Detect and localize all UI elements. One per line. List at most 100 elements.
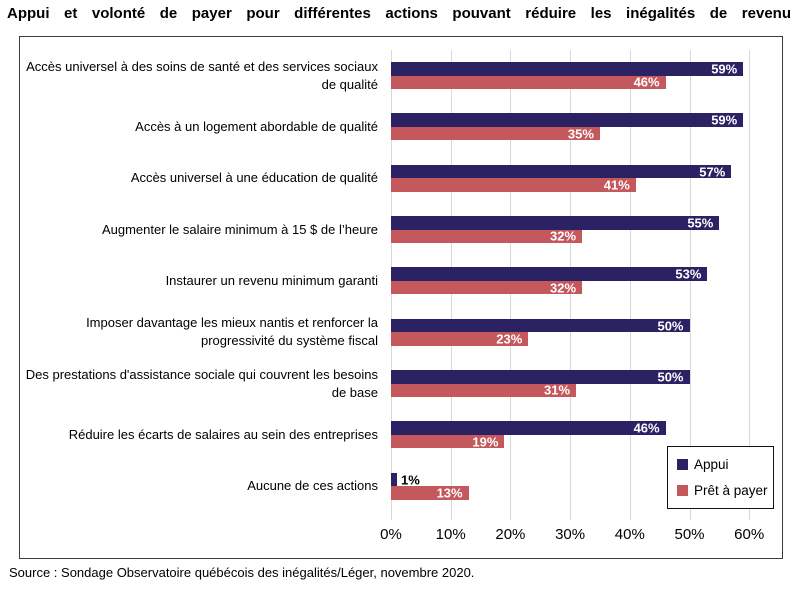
category-bars: 57% 41% — [391, 164, 782, 193]
bar-appui — [391, 216, 720, 230]
bar-pret-a-payer — [391, 332, 529, 346]
bar-track: 59% — [391, 112, 782, 128]
bar-pret-a-payer — [391, 383, 577, 398]
bar-value-label: 57% — [699, 164, 726, 180]
x-tick-label: 30% — [555, 526, 586, 543]
chart-row: Imposer davantage les mieux nantis et re… — [20, 307, 782, 358]
chart-title: Appui et volonté de payer pour différent… — [7, 5, 791, 22]
bar-pret-a-payer — [391, 486, 469, 500]
category-label: Accès universel à des soins de santé et … — [26, 58, 378, 92]
chart-row: Augmenter le salaire minimum à 15 $ de l… — [20, 204, 782, 255]
category-label: Instaurer un revenu minimum garanti — [165, 273, 378, 288]
legend-item-pret-a-payer: Prêt à payer — [677, 483, 773, 498]
bar-value-label: 31% — [544, 382, 571, 398]
category-bars: 59% 35% — [391, 112, 782, 142]
bar-value-label: 50% — [657, 369, 684, 385]
chart-row: Instaurer un revenu minimum garanti 53% 32… — [20, 255, 782, 306]
bar-track: 41% — [391, 177, 782, 193]
bar-track: 59% — [391, 61, 782, 77]
chart-row: Aucune de ces actions 1% 13% — [20, 461, 782, 512]
category-bars: 55% 32% — [391, 215, 782, 244]
x-tick-label: 60% — [734, 526, 765, 543]
bar-appui — [391, 62, 744, 76]
bar-track: 46% — [391, 74, 782, 90]
source-note: Source : Sondage Observatoire québécois … — [9, 565, 475, 580]
x-tick-label: 10% — [435, 526, 466, 543]
bar-value-label: 13% — [436, 485, 463, 501]
category-label: Des prestations d'assistance sociale qui… — [25, 366, 378, 400]
bar-value-label: 46% — [633, 74, 660, 90]
bar-appui — [391, 421, 666, 435]
bar-track: 32% — [391, 280, 782, 296]
bar-track: 57% — [391, 164, 782, 180]
chart-row: Accès universel à une éducation de quali… — [20, 153, 782, 204]
bar-appui — [391, 113, 744, 127]
bar-track: 50% — [391, 369, 782, 385]
bar-track: 32% — [391, 228, 782, 244]
bar-track: 55% — [391, 215, 782, 231]
bar-value-label: 55% — [687, 215, 714, 231]
bar-value-label: 59% — [711, 112, 738, 128]
bar-track: 23% — [391, 331, 782, 347]
bar-pret-a-payer — [391, 434, 505, 449]
chart-row: Réduire les écarts de salaires au sein d… — [20, 409, 782, 460]
category-label: Accès à un logement abordable de qualité — [135, 119, 378, 135]
bar-appui — [391, 370, 690, 384]
category-bars: 1% 13% — [391, 472, 782, 501]
legend: Appui Prêt à payer — [667, 446, 774, 509]
category-bars: 46% 19% — [391, 420, 782, 450]
category-label: Augmenter le salaire minimum à 15 $ de l… — [101, 221, 378, 237]
legend-item-appui: Appui — [677, 457, 773, 472]
bar-value-label: 1% — [400, 472, 420, 488]
bar-pret-a-payer — [391, 126, 600, 141]
chart-plot-area: Accès universel à des soins de santé et … — [19, 36, 783, 559]
bar-value-label: 50% — [657, 318, 684, 334]
category-bars: 59% 46% — [391, 61, 782, 90]
x-axis-labels: 0% 10% 20% 30% 40% 50% 60% — [380, 526, 782, 546]
category-bars: 50% 23% — [391, 318, 782, 347]
x-tick-label: 40% — [614, 526, 645, 543]
legend-label-appui: Appui — [694, 457, 729, 472]
bar-appui — [391, 267, 708, 281]
bar-track: 1% — [391, 472, 782, 488]
bar-track: 46% — [391, 420, 782, 436]
chart-row: Des prestations d'assistance sociale qui… — [20, 358, 782, 409]
bar-pret-a-payer — [391, 178, 636, 192]
gridline — [749, 50, 751, 520]
bar-value-label: 59% — [711, 61, 738, 77]
gridline — [689, 50, 691, 520]
bar-value-label: 32% — [550, 280, 577, 296]
bar-track: 35% — [391, 126, 782, 142]
bar-value-label: 53% — [675, 266, 702, 282]
legend-swatch-pret-a-payer-icon — [677, 485, 688, 496]
gridline — [629, 50, 631, 520]
bar-value-label: 19% — [472, 434, 499, 450]
x-tick-label: 50% — [674, 526, 705, 543]
bar-track: 50% — [391, 318, 782, 334]
bar-track: 53% — [391, 266, 782, 282]
category-label: Imposer davantage les mieux nantis et re… — [86, 315, 378, 349]
bar-value-label: 46% — [633, 420, 660, 436]
category-bars: 50% 31% — [391, 369, 782, 398]
bar-value-label: 23% — [496, 331, 523, 347]
bar-track: 31% — [391, 382, 782, 398]
bar-value-label: 41% — [603, 177, 630, 193]
category-label: Accès universel à une éducation de quali… — [130, 170, 378, 186]
bar-value-label: 35% — [567, 126, 594, 142]
legend-swatch-appui-icon — [677, 459, 688, 470]
x-tick-label: 20% — [495, 526, 526, 543]
bar-pret-a-payer — [391, 75, 666, 90]
bar-value-label: 32% — [550, 228, 577, 244]
legend-label-pret-a-payer: Prêt à payer — [694, 483, 768, 498]
bar-appui — [391, 318, 690, 333]
bar-appui — [391, 472, 397, 487]
chart-row: Accès universel à des soins de santé et … — [20, 50, 782, 101]
category-label: Aucune de ces actions — [247, 478, 378, 494]
bar-track: 19% — [391, 434, 782, 450]
bar-pret-a-payer — [391, 280, 583, 295]
bar-pret-a-payer — [391, 229, 583, 244]
x-tick-label: 0% — [380, 526, 402, 543]
chart-row: Accès à un logement abordable de qualité… — [20, 101, 782, 152]
bar-track: 13% — [391, 485, 782, 501]
